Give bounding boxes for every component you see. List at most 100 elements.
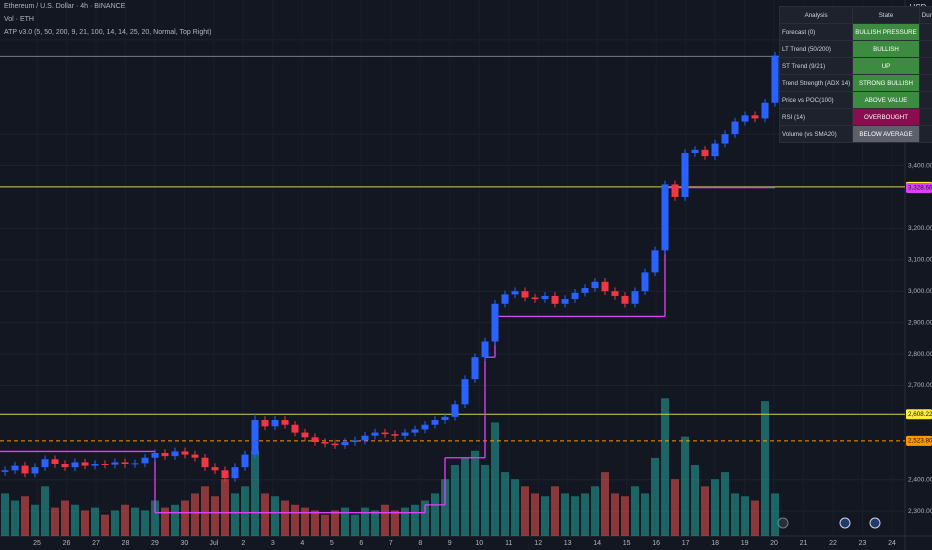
candle-body — [441, 416, 449, 421]
candle-body — [411, 429, 419, 433]
candle-body — [541, 295, 549, 300]
volume-bar — [611, 493, 619, 536]
volume-bar — [241, 486, 249, 536]
volume-bar — [161, 507, 169, 536]
candle-body — [281, 420, 289, 425]
volume-bar — [1, 493, 9, 536]
volume-bar — [441, 479, 449, 536]
volume-bar — [401, 507, 409, 536]
volume-bar — [361, 507, 369, 536]
candle-body — [561, 299, 569, 304]
candle-body — [431, 420, 439, 425]
candle-body — [51, 459, 59, 465]
candle-body — [721, 134, 729, 144]
x-tick-label: 24 — [888, 540, 896, 547]
volume-bar — [91, 507, 99, 536]
volume-bar — [271, 496, 279, 536]
candle-body — [701, 149, 709, 157]
candle-body — [741, 115, 749, 122]
candle-body — [731, 121, 739, 135]
x-tick-label: 11 — [505, 540, 512, 547]
x-tick-label: 13 — [564, 540, 572, 547]
table-header: AnalysisStateDuration/Value — [778, 6, 932, 24]
volume-bar — [671, 479, 679, 536]
x-tick-label: 25 — [33, 540, 41, 547]
candle-body — [631, 291, 639, 304]
indicator-legend: ATP v3.0 (5, 50, 200, 9, 21, 100, 14, 14… — [4, 29, 212, 36]
volume-bar — [201, 486, 209, 536]
volume-bar — [601, 472, 609, 536]
volume-bar — [181, 500, 189, 536]
candle-body — [91, 464, 99, 466]
x-tick-label: 2 — [241, 540, 245, 547]
table-cell: Price vs POC(100) — [778, 91, 854, 109]
volume-bar — [321, 514, 329, 536]
candles — [1, 51, 779, 482]
candle-body — [761, 102, 769, 119]
candle-body — [511, 291, 519, 295]
volume-bar — [331, 510, 339, 536]
volume-bar — [151, 500, 159, 536]
price-tag — [906, 409, 932, 420]
x-tick-label: 15 — [623, 540, 631, 547]
volume-bar — [251, 450, 259, 536]
table-header-cell: Analysis — [778, 6, 854, 24]
volume-bar — [701, 486, 709, 536]
volume-bar — [71, 504, 79, 536]
candle-body — [181, 451, 189, 455]
volume-bar — [621, 496, 629, 536]
x-tick-label: 14 — [593, 540, 601, 547]
x-tick-label: 29 — [151, 540, 159, 547]
candle-body — [271, 420, 279, 427]
volume-bar — [461, 457, 469, 536]
volume-bar — [421, 500, 429, 536]
volume-bar — [501, 472, 509, 536]
volume-bar — [771, 493, 779, 536]
candle-body — [171, 451, 179, 457]
x-tick-label: 10 — [475, 540, 483, 547]
x-tick-label: 30 — [181, 540, 189, 547]
volume-bar — [341, 507, 349, 536]
candle-body — [371, 432, 379, 436]
y-tick-label: 2,700.00 — [908, 382, 932, 389]
event-icon[interactable] — [777, 517, 789, 529]
y-tick-label: 2,400.00 — [908, 476, 932, 483]
volume-bar — [411, 504, 419, 536]
volume-bar — [531, 493, 539, 536]
candle-body — [101, 464, 109, 466]
volume-bar — [121, 504, 129, 536]
table-cell: 47 — [918, 74, 932, 92]
volume-bar — [511, 479, 519, 536]
candle-body — [351, 440, 359, 443]
x-tick-label: 5 — [330, 540, 334, 547]
volume-bar — [21, 496, 29, 536]
x-tick-label: 18 — [711, 540, 719, 547]
event-icon[interactable] — [839, 517, 851, 529]
candle-body — [571, 292, 579, 300]
candle-body — [381, 432, 389, 435]
event-icon[interactable] — [869, 517, 881, 529]
state-cell: ABOVE VALUE — [852, 91, 920, 109]
volume-bar — [741, 496, 749, 536]
volume-bar — [41, 486, 49, 536]
volume-bar — [661, 398, 669, 536]
volume-bar — [641, 493, 649, 536]
symbol-title: Ethereum / U.S. Dollar · 4h · BINANCE — [4, 3, 126, 10]
volume-bar — [231, 493, 239, 536]
x-tick-label: 8 — [418, 540, 422, 547]
volume-bar — [481, 465, 489, 536]
candle-body — [301, 432, 309, 438]
candle-body — [291, 424, 299, 433]
candle-body — [591, 281, 599, 289]
candle-body — [691, 149, 699, 153]
table-cell: Volume (vs SMA20) — [778, 125, 854, 143]
volume-bar — [351, 514, 359, 536]
volume-bar — [521, 486, 529, 536]
price-tag-label: 2,608.22 — [908, 411, 932, 418]
x-tick-label: 4 — [300, 540, 304, 547]
price-tag-label: 2,523.80 — [908, 437, 932, 444]
x-tick-label: 19 — [741, 540, 749, 547]
candle-body — [471, 357, 479, 380]
table-cell: 79 — [918, 108, 932, 126]
candle-body — [161, 453, 169, 457]
